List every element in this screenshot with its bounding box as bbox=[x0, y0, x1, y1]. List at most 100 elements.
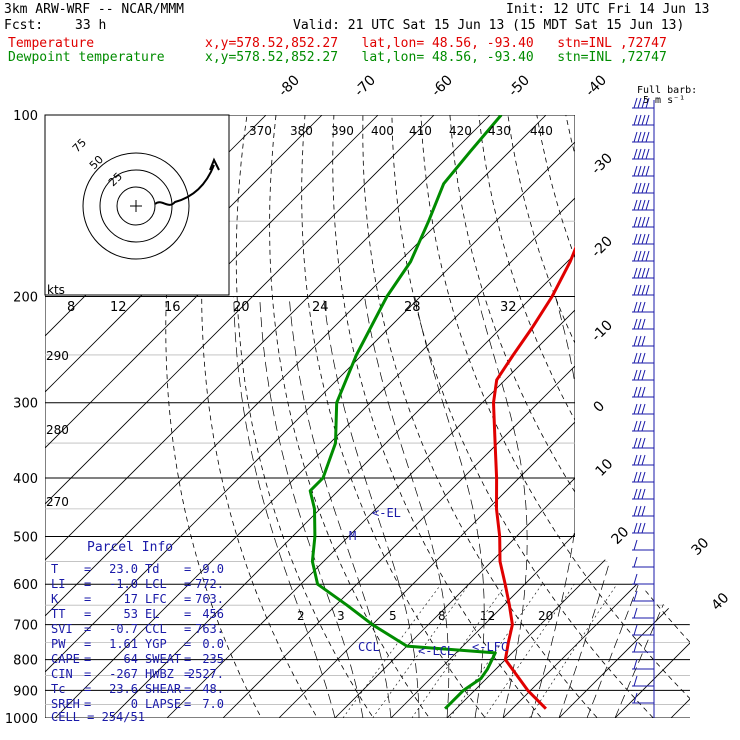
isotherm-label: -60 bbox=[429, 72, 456, 99]
wind-barb-flag bbox=[645, 284, 650, 296]
wind-barb-flag bbox=[637, 182, 642, 194]
pressure-label-400: 400 bbox=[13, 472, 38, 487]
isotherm-label: 10 bbox=[593, 456, 617, 480]
parcel-label: YGP bbox=[145, 637, 167, 651]
forecast-hours: 33 h bbox=[75, 18, 107, 33]
wind-barb-flag bbox=[637, 267, 642, 279]
wind-barb-flag bbox=[633, 454, 638, 466]
wind-barb-flag bbox=[633, 488, 638, 500]
wind-barb-flag bbox=[637, 471, 642, 483]
wind-barb-flag bbox=[641, 454, 646, 466]
pressure-label-800: 800 bbox=[13, 654, 38, 669]
dry-adiabat-label: 270 bbox=[46, 495, 69, 509]
parcel-eq: = bbox=[84, 607, 92, 621]
wind-barb-flag bbox=[645, 267, 650, 279]
moist-adiabat bbox=[586, 296, 690, 718]
wind-barb-flag bbox=[637, 437, 642, 449]
parcel-value: 1.61 bbox=[109, 637, 138, 651]
parcel-label: HWBZ bbox=[145, 667, 174, 681]
theta-label: 420 bbox=[449, 124, 472, 138]
wind-barb-flag bbox=[641, 97, 646, 109]
parcel-label: SHEAR bbox=[145, 682, 182, 696]
wind-barb-flag bbox=[641, 165, 646, 177]
wind-barb-flag bbox=[633, 505, 638, 517]
mixing-ratio-label: 3 bbox=[337, 609, 345, 623]
speed-label: 24 bbox=[312, 300, 329, 315]
parcel-eq: = bbox=[184, 622, 192, 636]
parcel-label: SWEAT bbox=[145, 652, 182, 666]
parcel-label: SREH bbox=[51, 697, 80, 711]
theta-label: 440 bbox=[530, 124, 553, 138]
wind-barb-flag bbox=[641, 369, 646, 381]
isotherm bbox=[45, 115, 462, 718]
wind-barb-flag bbox=[645, 114, 650, 126]
isotherm bbox=[45, 115, 350, 718]
parcel-eq: = bbox=[84, 652, 92, 666]
parcel-value: 763. bbox=[195, 622, 224, 636]
parcel-value: 7.0 bbox=[202, 697, 224, 711]
wind-barb-flag bbox=[637, 335, 642, 347]
hodograph-arrow bbox=[209, 157, 220, 171]
wind-barb-flag bbox=[641, 131, 646, 143]
dry-adiabat bbox=[475, 115, 690, 718]
wind-barb-flag bbox=[637, 301, 642, 313]
wind-barb-flag bbox=[633, 97, 638, 109]
wind-barb-flag bbox=[637, 420, 642, 432]
parcel-cell: CELL = 254/51 bbox=[51, 710, 145, 724]
parcel-eq: = bbox=[84, 562, 92, 576]
wind-barb-flag bbox=[633, 369, 638, 381]
parcel-eq: = bbox=[84, 697, 92, 711]
wind-barb-flag bbox=[633, 267, 638, 279]
parcel-value: 53 bbox=[123, 607, 138, 621]
parcel-label: CAPE bbox=[51, 652, 80, 666]
dry-adiabat bbox=[301, 115, 496, 718]
mixing-ratio-label: 12 bbox=[480, 609, 495, 623]
wind-barb-flag bbox=[633, 301, 638, 313]
wind-barb-flag bbox=[637, 250, 642, 262]
speed-label: 20 bbox=[233, 300, 250, 315]
moist-adiabat bbox=[477, 296, 528, 718]
parcel-eq: = bbox=[184, 562, 192, 576]
wind-barb-flag bbox=[641, 182, 646, 194]
parcel-level-label: <-LFC bbox=[472, 640, 508, 654]
parcel-value: 0 bbox=[130, 697, 138, 711]
hodograph-ring bbox=[82, 152, 190, 260]
wind-barb-flag bbox=[641, 352, 646, 364]
wind-barb-flag bbox=[633, 233, 638, 245]
wind-barb-flag bbox=[637, 403, 642, 415]
isotherm-label: -40 bbox=[583, 72, 610, 99]
wind-barb-flag bbox=[637, 505, 642, 517]
wind-barb-flag bbox=[633, 182, 638, 194]
wind-barb-flag bbox=[633, 471, 638, 483]
parcel-eq: = bbox=[84, 592, 92, 606]
parcel-eq: = bbox=[84, 577, 92, 591]
parcel-eq: = bbox=[84, 622, 92, 636]
wind-barb-flag bbox=[641, 437, 646, 449]
dry-adiabat bbox=[588, 115, 690, 718]
mixing-ratio-line bbox=[411, 584, 507, 718]
isotherm bbox=[45, 115, 574, 718]
parcel-level-label: <-LCL bbox=[418, 644, 454, 658]
isotherm-label: 40 bbox=[709, 590, 733, 614]
pressure-label-100: 100 bbox=[13, 109, 38, 124]
parcel-label: Tc bbox=[51, 682, 66, 696]
parcel-value: 17 bbox=[123, 592, 138, 606]
wind-barb-flag bbox=[633, 556, 638, 568]
dry-adiabat bbox=[201, 115, 326, 718]
hodograph-ring bbox=[99, 169, 173, 243]
speed-label: 16 bbox=[164, 300, 181, 315]
wind-barb-flag bbox=[637, 454, 642, 466]
parcel-level-label: CCL bbox=[358, 640, 380, 654]
dry-adiabat bbox=[644, 115, 690, 718]
wind-barb-flag bbox=[641, 403, 646, 415]
dry-adiabat bbox=[362, 115, 610, 718]
wind-barb-flag bbox=[641, 505, 646, 517]
wind-barb-flag bbox=[645, 131, 650, 143]
isotherm-label: -30 bbox=[589, 150, 616, 177]
wind-barb-flag bbox=[633, 131, 638, 143]
parcel-label: CIN bbox=[51, 667, 73, 681]
wind-barb-flag bbox=[633, 675, 638, 687]
moist-adiabat bbox=[323, 296, 420, 718]
dry-adiabat bbox=[269, 115, 439, 718]
wind-barb-flag bbox=[633, 199, 638, 211]
